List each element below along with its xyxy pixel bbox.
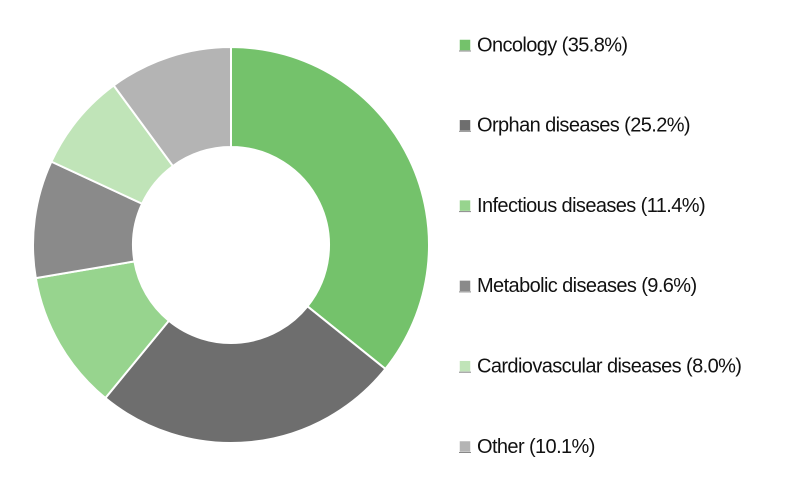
- donut-slice: [230, 45, 430, 371]
- legend-label: Oncology (35.8%): [477, 34, 627, 56]
- legend-swatch: [458, 198, 472, 213]
- legend-label: Cardiovascular diseases (8.0%): [477, 355, 741, 377]
- legend-swatch: [458, 439, 472, 454]
- legend-label: Other (10.1%): [477, 436, 595, 458]
- legend-swatch: [458, 118, 472, 133]
- legend-label: Infectious diseases (11.4%): [477, 195, 705, 217]
- legend-swatch: [458, 279, 472, 293]
- legend-label: Orphan diseases (25.2%): [477, 115, 690, 137]
- legend-label: Metabolic diseases (9.6%): [477, 275, 697, 297]
- legend-swatch: [458, 38, 472, 52]
- donut-slice: [103, 304, 387, 444]
- donut-slice: [112, 45, 232, 168]
- legend-swatch: [458, 359, 472, 373]
